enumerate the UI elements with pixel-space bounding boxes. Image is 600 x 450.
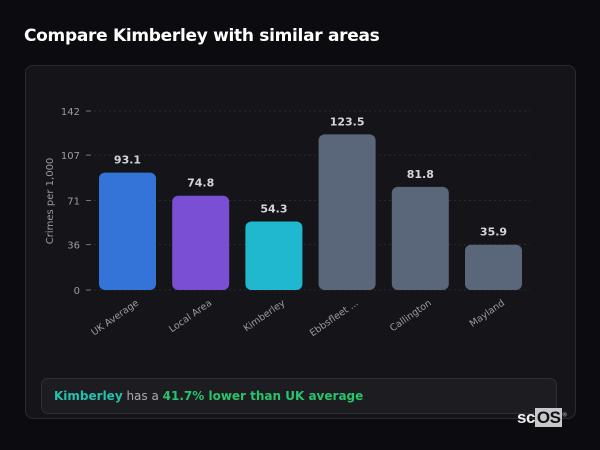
data-label: 54.3: [260, 203, 287, 216]
x-tick-label: UK Average: [89, 298, 141, 339]
data-label: 93.1: [114, 154, 141, 167]
summary-area: Kimberley: [54, 389, 123, 403]
bar-callington: [391, 186, 449, 290]
summary-stat: 41.7% lower than UK average: [162, 389, 364, 403]
y-tick-label: 0: [74, 286, 80, 297]
page-title: Compare Kimberley with similar areas: [24, 26, 380, 46]
summary-text: has a: [122, 389, 163, 403]
x-tick-label: Local Area: [167, 298, 214, 335]
bar-ebbsfleet-: [318, 134, 376, 290]
x-tick-label: Kimberley: [242, 297, 288, 334]
bar-uk-average: [99, 172, 156, 290]
scos-logo: sc OS ®: [517, 408, 567, 427]
y-tick-label: 142: [61, 107, 80, 118]
y-tick-label: 107: [61, 151, 80, 162]
data-label: 74.8: [187, 177, 214, 190]
summary-box: Kimberley has a 41.7% lower than UK aver…: [41, 378, 557, 414]
x-tick-label: Ebbsfleet ...: [308, 298, 361, 339]
x-tick-label: Mayland: [468, 298, 507, 330]
data-label: 123.5: [330, 115, 365, 128]
y-tick-label: 71: [67, 197, 80, 208]
data-label: 81.8: [407, 168, 434, 181]
bar-local-area: [172, 195, 230, 290]
x-tick-label: Callington: [388, 298, 434, 335]
y-tick-label: 36: [67, 241, 80, 252]
data-label: 35.9: [480, 226, 507, 239]
bar-kimberley: [245, 221, 303, 290]
y-axis-label: Crimes per 1,000: [45, 158, 56, 245]
bar-mayland: [465, 244, 522, 290]
